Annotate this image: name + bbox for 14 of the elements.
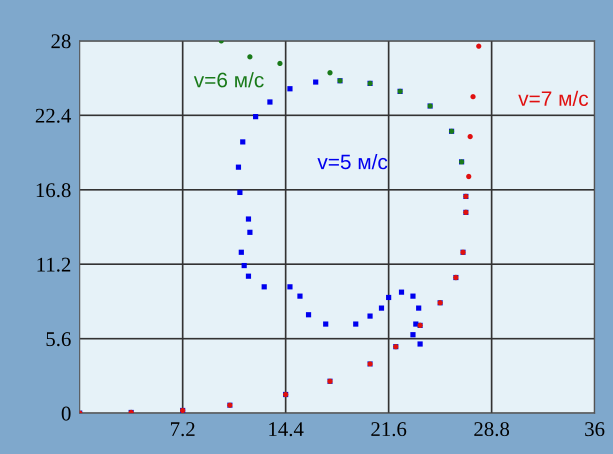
text: v=7 м/с	[518, 90, 588, 106]
y-tick-label: 28	[51, 34, 71, 48]
y-tick-label: 22.4	[36, 108, 72, 123]
x-tick-label: 28.8	[474, 422, 510, 436]
series-label: v=6 м/с	[194, 72, 264, 88]
y-tick-label: 11.2	[38, 258, 70, 272]
text: v=5 м/с	[317, 154, 388, 170]
y-tick-label: 0	[62, 406, 71, 421]
x-tick-label: 36	[585, 422, 604, 436]
x-tick-label: 14.4	[269, 422, 304, 436]
y-tick-label: 16.8	[36, 183, 71, 198]
x-tick-label: 21.6	[371, 422, 406, 436]
x-tick-label: 7.2	[171, 422, 195, 436]
y-tick-label: 5.6	[46, 332, 71, 346]
